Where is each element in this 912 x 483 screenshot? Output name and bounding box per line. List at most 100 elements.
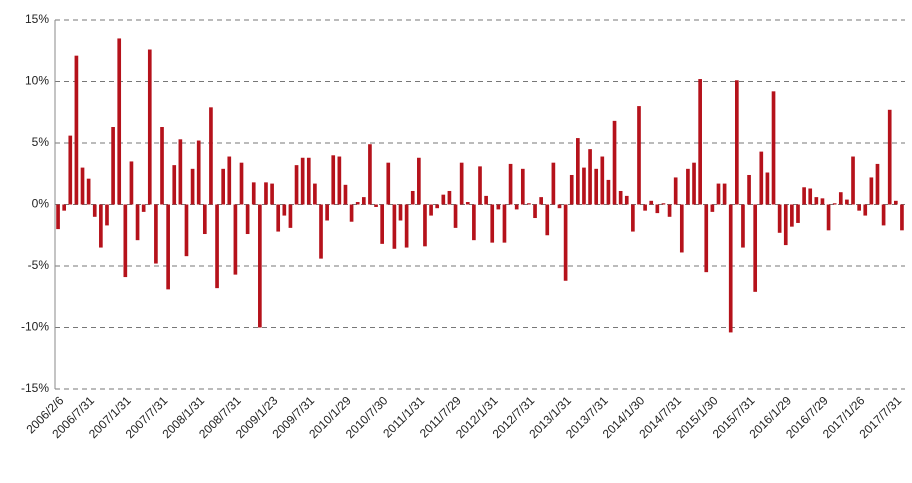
bar (337, 156, 342, 205)
bar (484, 195, 488, 205)
bar (227, 156, 232, 205)
bar (215, 204, 219, 289)
bar (141, 204, 146, 212)
bar (728, 204, 733, 333)
bar (306, 157, 311, 205)
bar (527, 203, 531, 205)
bar (624, 195, 629, 205)
bar (196, 140, 201, 205)
y-tick-label: 15% (25, 12, 49, 26)
bar (239, 162, 244, 205)
bar (704, 204, 709, 273)
bar (478, 166, 482, 205)
bar (655, 204, 660, 214)
bar (887, 109, 892, 205)
bar (722, 183, 727, 205)
bar (129, 161, 134, 205)
bar (325, 204, 329, 221)
bar (453, 204, 458, 228)
bar (472, 204, 476, 241)
bar (160, 127, 164, 205)
bar (184, 204, 189, 257)
bar (520, 168, 525, 205)
bar (508, 163, 513, 205)
y-tick-label: 10% (25, 74, 49, 88)
bar (251, 182, 256, 205)
bar (343, 184, 348, 205)
bar (319, 204, 323, 259)
bar (496, 204, 501, 210)
bar (202, 204, 207, 235)
bar (56, 204, 60, 230)
bar (875, 163, 880, 205)
bar (135, 204, 140, 241)
bar (417, 157, 421, 205)
bar (753, 204, 758, 292)
bar (612, 120, 617, 205)
bar (300, 157, 305, 205)
bar (92, 204, 97, 217)
bar (111, 127, 115, 205)
bar (820, 198, 825, 205)
bar (361, 197, 366, 205)
bar (637, 106, 641, 205)
bar (502, 204, 507, 243)
bar (563, 204, 568, 281)
bar (790, 204, 794, 227)
bar (117, 38, 122, 205)
y-tick-label: -10% (21, 320, 49, 334)
bar (716, 183, 721, 205)
bar (832, 203, 837, 205)
bar (783, 204, 788, 246)
bar (900, 204, 904, 231)
bar (618, 190, 623, 205)
bar (74, 55, 79, 205)
bar (808, 188, 813, 205)
bar (258, 204, 262, 328)
bar (490, 204, 495, 243)
bar (643, 204, 647, 211)
bar (679, 204, 684, 253)
bar (735, 80, 739, 205)
bar (282, 204, 287, 216)
bar (435, 204, 440, 209)
bar (759, 151, 764, 205)
y-tick-label: 5% (32, 135, 50, 149)
bar (404, 204, 409, 248)
bar (661, 203, 666, 205)
bar (154, 204, 158, 264)
bar (264, 182, 268, 205)
bar (551, 162, 556, 205)
bar (410, 190, 415, 205)
bar (209, 107, 213, 205)
bar (569, 174, 574, 205)
bar (441, 194, 446, 205)
bar (594, 168, 599, 205)
bar (765, 172, 770, 205)
bar (557, 204, 562, 209)
bar (386, 162, 391, 205)
bar (545, 204, 550, 236)
bar (398, 204, 403, 221)
bar (649, 200, 654, 205)
bar (147, 49, 152, 205)
bar (796, 204, 800, 223)
bar (465, 202, 470, 205)
y-tick-label: 0% (32, 197, 50, 211)
bar (838, 192, 843, 205)
bar (845, 199, 849, 205)
bar (777, 204, 782, 233)
bar (673, 177, 678, 205)
bar (349, 204, 354, 222)
bar (245, 204, 250, 235)
bar (600, 156, 605, 205)
bar (857, 204, 861, 211)
bar (288, 204, 293, 228)
bar (276, 204, 281, 232)
bar (172, 165, 177, 205)
bar (863, 204, 868, 216)
bar (686, 168, 690, 205)
y-tick-label: -5% (28, 258, 50, 272)
bar (459, 162, 464, 205)
